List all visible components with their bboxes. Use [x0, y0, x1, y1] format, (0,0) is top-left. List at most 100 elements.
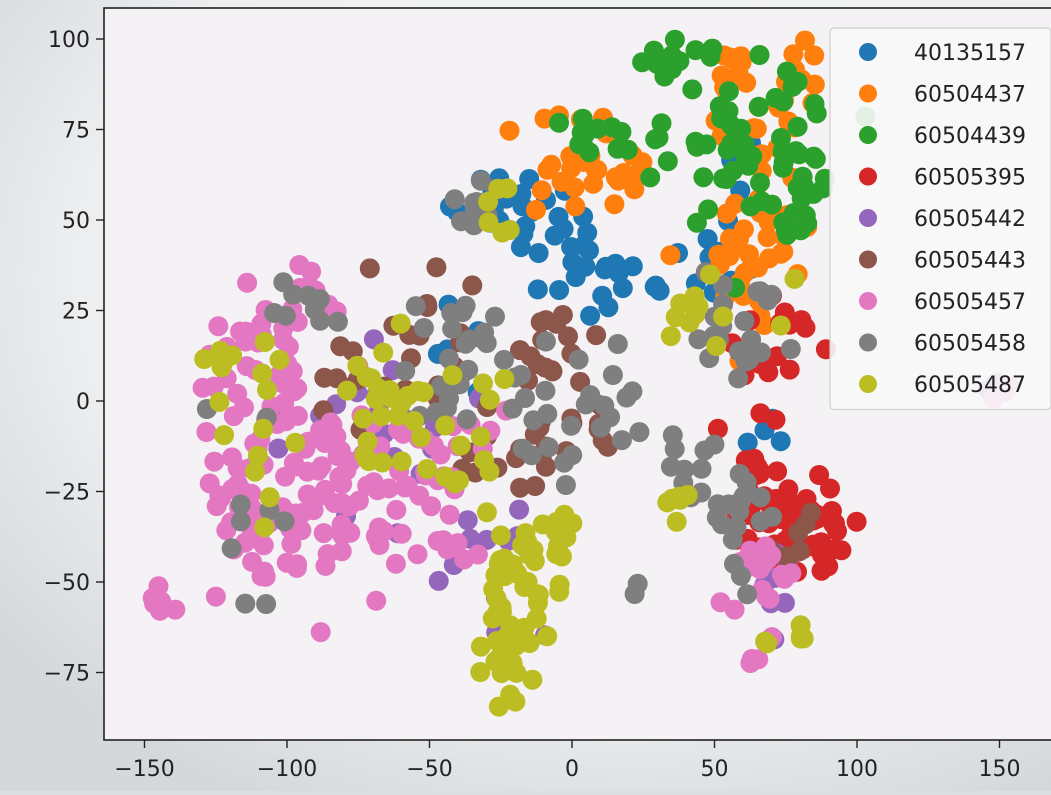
data-point: [731, 118, 752, 139]
legend-label: 60505457: [914, 290, 1026, 315]
data-point: [315, 479, 336, 500]
data-point: [285, 432, 306, 453]
y-tick-label: 75: [62, 119, 90, 144]
data-point: [660, 326, 681, 347]
data-points: [142, 29, 1020, 717]
legend-marker: [859, 375, 877, 393]
legend-marker: [859, 84, 877, 103]
y-tick-label: −25: [44, 481, 90, 506]
data-point: [791, 310, 812, 331]
data-point: [679, 312, 700, 333]
data-point: [730, 565, 751, 586]
data-point: [256, 594, 277, 614]
data-point: [548, 206, 569, 227]
data-point: [762, 506, 783, 527]
legend-item: 40135157: [859, 41, 1026, 66]
data-point: [738, 155, 759, 176]
data-point: [807, 538, 828, 559]
data-point: [693, 167, 714, 188]
data-point: [476, 333, 497, 353]
data-point: [531, 180, 552, 201]
data-point: [245, 461, 265, 482]
data-point: [242, 551, 263, 572]
data-point: [788, 522, 809, 543]
data-point: [562, 445, 583, 466]
data-point: [303, 500, 324, 521]
data-point: [192, 377, 213, 398]
legend-marker: [859, 333, 877, 352]
y-tick-label: −50: [44, 571, 90, 596]
data-point: [142, 588, 163, 608]
data-point: [733, 219, 754, 240]
data-point: [734, 262, 755, 283]
data-point: [494, 369, 515, 389]
data-point: [756, 586, 777, 607]
data-point: [494, 349, 514, 370]
data-point: [428, 570, 449, 591]
data-point: [283, 452, 304, 473]
data-point: [196, 422, 217, 442]
data-point: [731, 490, 752, 511]
data-point: [222, 447, 242, 468]
data-point: [787, 116, 808, 137]
data-point: [510, 477, 531, 498]
data-point: [521, 445, 542, 466]
data-point: [528, 243, 549, 263]
data-point: [457, 510, 478, 531]
data-point: [758, 362, 779, 383]
data-point: [483, 579, 504, 600]
data-point: [729, 464, 750, 484]
data-point: [697, 229, 718, 249]
data-point: [716, 169, 737, 189]
data-point: [390, 313, 411, 334]
data-point: [473, 373, 493, 394]
data-point: [718, 81, 739, 102]
data-point: [230, 494, 251, 515]
data-point: [252, 363, 273, 384]
data-point: [803, 183, 824, 204]
data-point: [213, 351, 234, 372]
data-point: [604, 194, 625, 215]
data-point: [284, 381, 305, 402]
data-point: [417, 459, 438, 479]
data-point: [804, 74, 825, 95]
data-point: [780, 339, 801, 359]
data-point: [407, 380, 428, 401]
data-point: [281, 533, 302, 554]
data-point: [790, 628, 811, 649]
data-point: [757, 227, 778, 248]
legend-item: 60504439: [859, 124, 1026, 149]
data-point: [734, 134, 755, 155]
data-point: [751, 342, 771, 363]
data-point: [385, 553, 406, 574]
data-point: [509, 499, 530, 520]
data-point: [546, 313, 567, 334]
data-point: [368, 517, 389, 538]
data-point: [247, 445, 268, 466]
data-point: [660, 245, 681, 266]
data-point: [568, 349, 589, 370]
data-point: [340, 522, 361, 543]
data-point: [257, 379, 277, 400]
data-point: [750, 403, 771, 424]
data-point: [775, 220, 796, 241]
legend-label: 60505395: [914, 166, 1026, 191]
data-point: [479, 461, 500, 482]
data-point: [411, 427, 431, 448]
legend-item: 60505442: [859, 207, 1026, 232]
data-point: [783, 44, 804, 65]
data-point: [688, 329, 709, 350]
data-point: [746, 118, 767, 139]
data-point: [728, 368, 749, 389]
data-point: [682, 79, 703, 100]
data-point: [515, 388, 535, 408]
data-point: [209, 391, 230, 412]
data-point: [526, 608, 547, 629]
data-point: [765, 409, 786, 430]
data-point: [253, 418, 274, 439]
data-point: [622, 381, 643, 402]
legend: 40135157 60504437 60504439 60505395 60505442…: [829, 27, 1051, 411]
data-point: [254, 517, 275, 538]
data-point: [331, 493, 352, 514]
